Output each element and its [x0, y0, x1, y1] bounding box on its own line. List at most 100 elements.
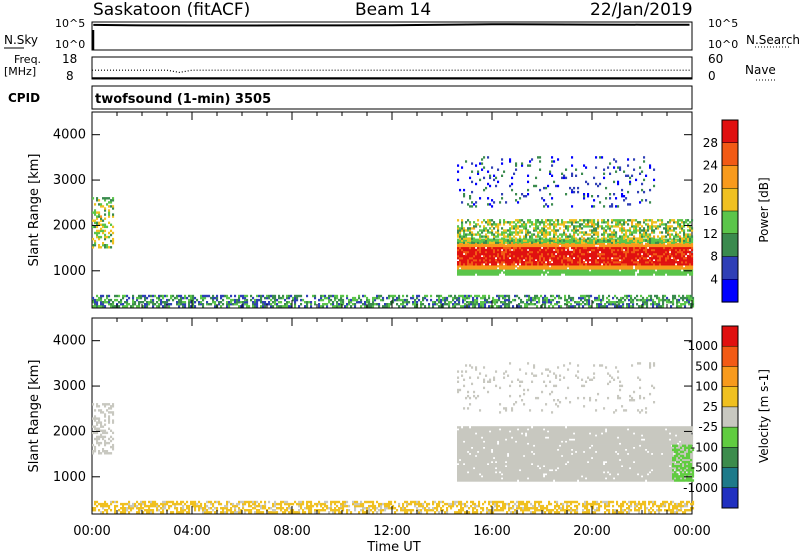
heatmap-cell: [473, 247, 475, 249]
heatmap-cell: [172, 295, 174, 297]
heatmap-cell: [467, 439, 469, 441]
heatmap-cell: [442, 297, 444, 299]
heatmap-cell: [631, 263, 633, 265]
heatmap-cell: [673, 253, 675, 255]
heatmap-cell: [601, 271, 603, 273]
heatmap-cell: [112, 444, 114, 446]
heatmap-cell: [635, 257, 637, 259]
heatmap-cell: [587, 223, 589, 225]
heatmap-cell: [667, 271, 669, 273]
heatmap-cell: [465, 221, 467, 223]
heatmap-cell: [477, 253, 479, 255]
heatmap-cell: [593, 263, 595, 265]
heatmap-cell: [559, 267, 561, 269]
heatmap-cell: [635, 237, 637, 239]
heatmap-cell: [537, 263, 539, 265]
heatmap-cell: [464, 295, 466, 297]
heatmap-cell: [515, 199, 517, 201]
heatmap-cell: [639, 229, 641, 231]
heatmap-cell: [653, 271, 655, 273]
heatmap-cell: [152, 299, 154, 301]
heatmap-cell: [180, 295, 182, 297]
heatmap-cell: [547, 267, 549, 269]
heatmap-cell: [565, 221, 567, 223]
heatmap-cell: [505, 201, 507, 203]
heatmap-cell: [649, 267, 651, 269]
heatmap-cell: [614, 295, 616, 297]
heatmap-cell: [501, 197, 503, 199]
heatmap-cell: [626, 297, 628, 299]
heatmap-cell: [668, 299, 670, 301]
heatmap-cell: [491, 166, 493, 168]
heatmap-cell: [238, 301, 240, 303]
heatmap-cell: [611, 263, 613, 265]
heatmap-cell: [226, 297, 228, 299]
heatmap-cell: [202, 303, 204, 305]
heatmap-cell: [631, 271, 633, 273]
heatmap-cell: [104, 452, 106, 454]
heatmap-cell: [426, 299, 428, 301]
heatmap-cell: [485, 426, 487, 428]
heatmap-cell: [517, 267, 519, 269]
heatmap-cell: [493, 223, 495, 225]
heatmap-cell: [264, 305, 266, 307]
heatmap-cell: [531, 158, 533, 160]
heatmap-cell: [457, 240, 459, 242]
heatmap-cell: [643, 253, 645, 255]
heatmap-cell: [418, 295, 420, 297]
heatmap-cell: [611, 233, 613, 235]
heatmap-cell: [672, 297, 674, 299]
heatmap-cell: [621, 271, 623, 273]
heatmap-cell: [527, 243, 529, 245]
heatmap-cell: [652, 301, 654, 303]
heatmap-cell: [475, 243, 477, 245]
heatmap-cell: [370, 305, 372, 307]
heatmap-cell: [599, 243, 601, 245]
heatmap-cell: [669, 247, 671, 249]
heatmap-cell: [457, 267, 459, 269]
heatmap-cell: [484, 295, 486, 297]
heatmap-cell: [477, 247, 479, 249]
heatmap-cell: [591, 247, 593, 249]
heatmap-cell: [100, 228, 102, 230]
heatmap-cell: [658, 305, 660, 307]
heatmap-cell: [112, 213, 114, 215]
heatmap-cell: [493, 267, 495, 269]
heatmap-cell: [680, 305, 682, 307]
heatmap-cell: [501, 445, 503, 447]
heatmap-cell: [653, 185, 655, 187]
heatmap-cell: [541, 257, 543, 259]
heatmap-cell: [170, 295, 172, 297]
heatmap-cell: [691, 257, 693, 259]
heatmap-cell: [565, 177, 567, 179]
heatmap-cell: [642, 301, 644, 303]
heatmap-cell: [414, 299, 416, 301]
heatmap-cell: [414, 305, 416, 307]
heatmap-cell: [286, 295, 288, 297]
heatmap-cell: [657, 253, 659, 255]
heatmap-cell: [489, 459, 491, 461]
heatmap-cell: [94, 415, 96, 417]
heatmap-cell: [515, 240, 517, 242]
heatmap-cell: [567, 225, 569, 227]
heatmap-cell: [591, 242, 593, 244]
heatmap-cell: [685, 243, 687, 245]
heatmap-cell: [675, 227, 677, 229]
heatmap-cell: [471, 205, 473, 207]
heatmap-cell: [479, 271, 481, 273]
heatmap-cell: [597, 247, 599, 249]
heatmap-cell: [667, 229, 669, 231]
heatmap-cell: [473, 449, 475, 451]
heatmap-cell: [386, 305, 388, 307]
heatmap-cell: [627, 263, 629, 265]
heatmap-cell: [94, 426, 96, 428]
heatmap-cell: [571, 251, 573, 253]
heatmap-cell: [406, 299, 408, 301]
heatmap-cell: [618, 301, 620, 303]
heatmap-cell: [252, 297, 254, 299]
heatmap-cell: [601, 257, 603, 259]
heatmap-cell: [100, 430, 102, 432]
heatmap-cell: [515, 219, 517, 221]
heatmap-cell: [623, 247, 625, 249]
